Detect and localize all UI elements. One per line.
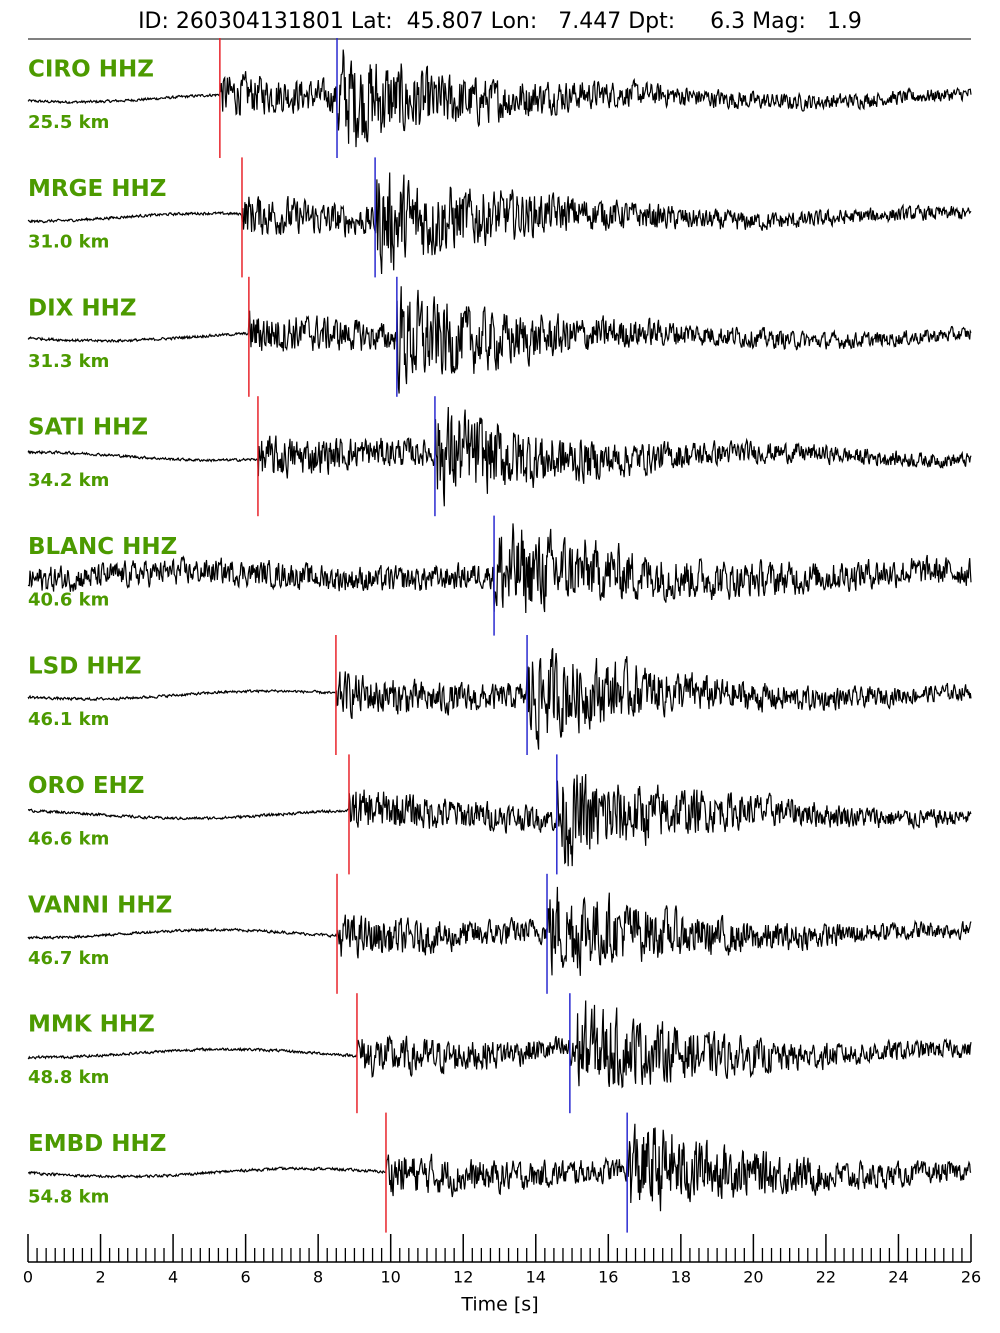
distance-label: 31.3 km	[28, 351, 109, 372]
distance-label: 34.2 km	[28, 470, 109, 491]
station-label: EMBD HHZ	[28, 1131, 166, 1157]
distance-label: 46.7 km	[28, 948, 109, 969]
station-label: LSD HHZ	[28, 654, 142, 680]
station-label: SATI HHZ	[28, 415, 148, 441]
x-tick-label: 20	[743, 1268, 763, 1287]
x-tick-label: 24	[888, 1268, 908, 1287]
distance-label: 46.6 km	[28, 828, 109, 849]
x-tick-label: 26	[961, 1268, 981, 1287]
x-tick-label: 6	[241, 1268, 251, 1287]
x-tick-label: 8	[313, 1268, 323, 1287]
waveform	[27, 886, 972, 976]
waveform	[27, 49, 972, 148]
waveform	[27, 1000, 972, 1089]
waveform	[27, 406, 972, 507]
chart-title: ID: 260304131801 Lat: 45.807 Lon: 7.447 …	[138, 9, 862, 34]
waveform	[27, 286, 972, 394]
x-tick-label: 18	[671, 1268, 691, 1287]
x-tick-label: 12	[453, 1268, 473, 1287]
station-label: BLANC HHZ	[28, 534, 177, 560]
x-tick-label: 14	[526, 1268, 546, 1287]
x-tick-label: 4	[168, 1268, 178, 1287]
distance-label: 54.8 km	[28, 1187, 109, 1208]
x-tick-label: 16	[598, 1268, 618, 1287]
x-tick-label: 10	[381, 1268, 401, 1287]
station-label: DIX HHZ	[28, 295, 137, 321]
station-label: CIRO HHZ	[28, 57, 154, 83]
waveform	[27, 523, 972, 614]
x-tick-label: 2	[95, 1268, 105, 1287]
distance-label: 31.0 km	[28, 231, 109, 252]
x-tick-label: 0	[23, 1268, 33, 1287]
station-label: MRGE HHZ	[28, 176, 166, 202]
waveform	[27, 773, 972, 867]
station-label: MMK HHZ	[28, 1012, 155, 1038]
waveform	[27, 172, 972, 275]
distance-label: 46.1 km	[28, 709, 109, 730]
distance-label: 25.5 km	[28, 112, 109, 133]
waveform	[27, 1123, 972, 1212]
waveform	[27, 648, 972, 750]
station-label: ORO EHZ	[28, 773, 144, 799]
distance-label: 40.6 km	[28, 590, 109, 611]
station-label: VANNI HHZ	[28, 892, 172, 918]
x-axis-label: Time [s]	[460, 1294, 538, 1316]
distance-label: 48.8 km	[28, 1067, 109, 1088]
x-tick-label: 22	[816, 1268, 836, 1287]
